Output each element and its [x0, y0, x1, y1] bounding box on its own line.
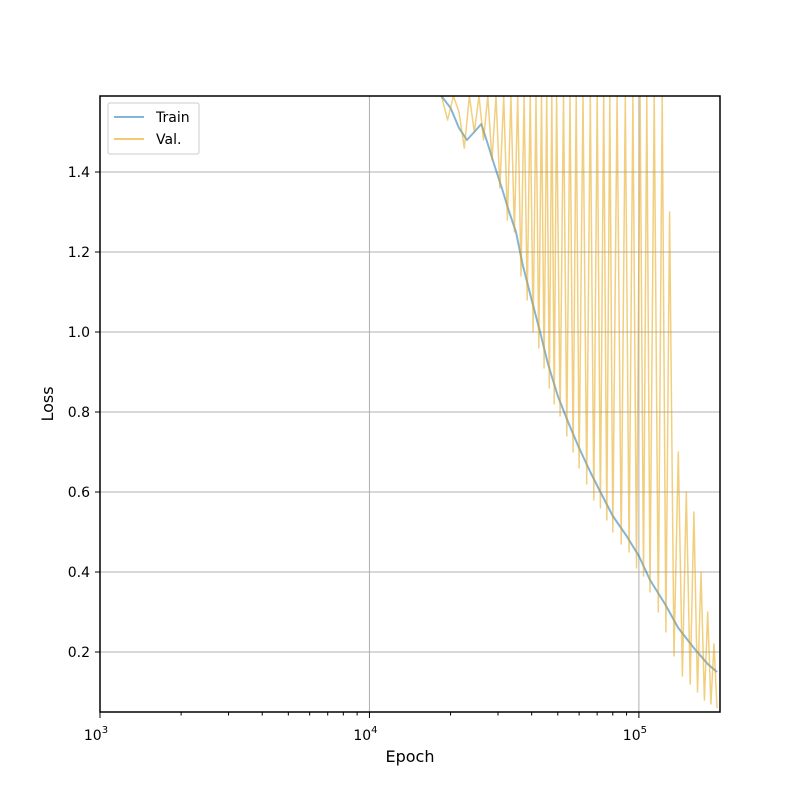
plot-frame	[99, 95, 721, 713]
series-line-val	[440, 96, 718, 709]
y-tick-label: 1.4	[68, 165, 90, 181]
y-tick-label: 1.2	[68, 245, 90, 261]
y-tick-label: 1.0	[68, 325, 90, 341]
y-tick-label: 0.8	[68, 405, 90, 421]
series-line-train	[440, 96, 718, 673]
legend-label-train: Train	[155, 110, 190, 126]
x-axis-label: Epoch	[386, 747, 435, 766]
series-layer	[440, 96, 718, 709]
y-tick-label: 0.4	[68, 565, 90, 581]
legend-box	[107, 102, 200, 155]
legend-label-val: Val.	[156, 132, 181, 148]
y-axis-label: Loss	[38, 386, 57, 421]
y-tick-label: 0.6	[68, 485, 90, 501]
y-tick-label: 0.2	[68, 645, 90, 661]
legend: Train Val.	[107, 102, 200, 155]
axes	[99, 95, 721, 713]
